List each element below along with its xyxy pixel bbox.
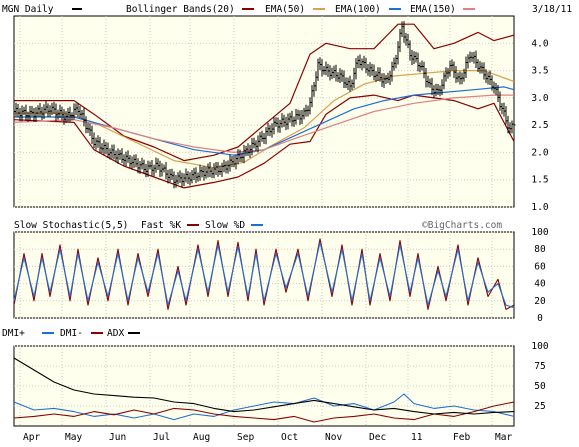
ema-150-line-4	[13, 94, 514, 153]
x-tick-label: Jun	[109, 432, 126, 443]
price-tick-label: 4.0	[531, 38, 548, 49]
x-tick-label: Nov	[325, 432, 342, 443]
x-tick-label: Feb	[453, 432, 470, 443]
ticker-title: MGN Daily	[2, 4, 54, 15]
legend-bollinger-label: Bollinger Bands(20)	[126, 4, 235, 15]
price-panel	[13, 15, 515, 208]
stochastic-tick-label: 60	[534, 261, 546, 272]
x-tick-label: Aug	[193, 432, 210, 443]
price-tick-label: 2.0	[531, 147, 548, 158]
legend-fastk-label: Fast %K	[141, 220, 181, 231]
series-layer	[13, 21, 516, 423]
x-tick-label: Mar	[495, 432, 512, 443]
legend-ema150-label: EMA(150)	[410, 4, 456, 15]
legend-ema100-label: EMA(100)	[335, 4, 381, 15]
legend-dmiminus-label: DMI-	[60, 328, 83, 339]
stochastic-tick-label: 100	[531, 227, 548, 238]
x-tick-label: Apr	[23, 432, 40, 443]
x-tick-label: Sep	[237, 432, 254, 443]
chart-date: 3/18/11	[532, 4, 572, 15]
dmi-line-2	[13, 357, 515, 415]
stochastic-tick-label: 0	[537, 313, 543, 324]
dmi-line-1	[13, 401, 515, 423]
stochastic-tick-label: 40	[534, 279, 546, 290]
watermark: ©BigCharts.com	[422, 220, 502, 231]
price-tick-label: 3.0	[531, 93, 548, 104]
dmi-tick-label: 75	[534, 361, 545, 372]
legend-slowd-label: Slow %D	[205, 220, 245, 231]
stochastic-tick-label: 20	[534, 296, 546, 307]
legend-dmiplus-label: DMI+	[2, 328, 25, 339]
stochastic-tick-label: 80	[534, 244, 546, 255]
x-tick-label: Oct	[281, 432, 298, 443]
price-tick-label: 1.5	[531, 175, 548, 186]
bollinger-bands-20-line-0	[14, 23, 515, 162]
stochastic-line-1	[13, 241, 515, 309]
x-tick-label: May	[65, 432, 82, 443]
x-tick-label: Dec	[369, 432, 386, 443]
dmi-tick-label: 100	[531, 341, 548, 352]
dmi-tick-label: 50	[534, 381, 546, 392]
legend-ema50-label: EMA(50)	[265, 4, 305, 15]
dmi-tick-label: 25	[534, 401, 545, 412]
stochastic-title: Slow Stochastic(5,5)	[14, 220, 128, 231]
price-tick-label: 1.0	[531, 202, 548, 213]
price-tick-label: 3.5	[531, 66, 548, 77]
x-tick-label: Jul	[153, 432, 170, 443]
price-tick-label: 2.5	[531, 120, 548, 131]
dmi-line-0	[13, 393, 515, 421]
x-tick-label: 11	[411, 432, 423, 443]
ema-50-line-2	[14, 70, 515, 169]
legend-adx-label: ADX	[107, 328, 124, 339]
label-layer: Apr May Jun Jul Aug Sep Oct Nov Dec 11 Feb Mar 1.0 1.…	[23, 38, 549, 443]
bollinger-bands-20-line-1	[13, 94, 515, 189]
